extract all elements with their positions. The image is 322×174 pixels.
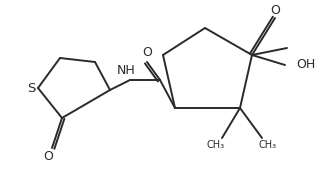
Text: NH: NH	[117, 65, 135, 77]
Text: O: O	[43, 149, 53, 163]
Text: O: O	[270, 3, 280, 17]
Text: S: S	[27, 81, 35, 94]
Text: OH: OH	[296, 58, 315, 72]
Text: O: O	[142, 46, 152, 60]
Text: CH₃: CH₃	[259, 140, 277, 150]
Text: CH₃: CH₃	[207, 140, 225, 150]
